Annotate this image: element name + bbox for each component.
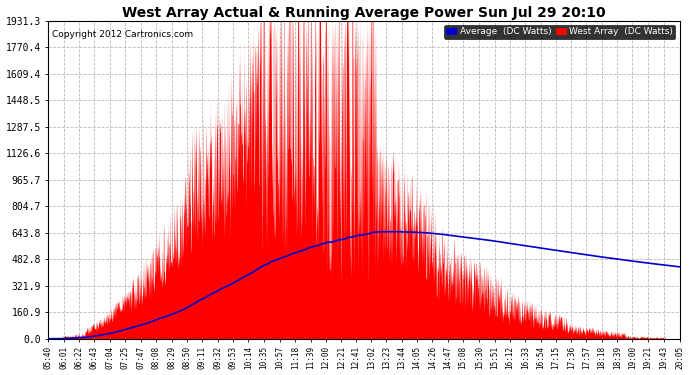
Text: Copyright 2012 Cartronics.com: Copyright 2012 Cartronics.com <box>52 30 193 39</box>
Legend: Average  (DC Watts), West Array  (DC Watts): Average (DC Watts), West Array (DC Watts… <box>444 25 676 39</box>
Title: West Array Actual & Running Average Power Sun Jul 29 20:10: West Array Actual & Running Average Powe… <box>122 6 606 20</box>
